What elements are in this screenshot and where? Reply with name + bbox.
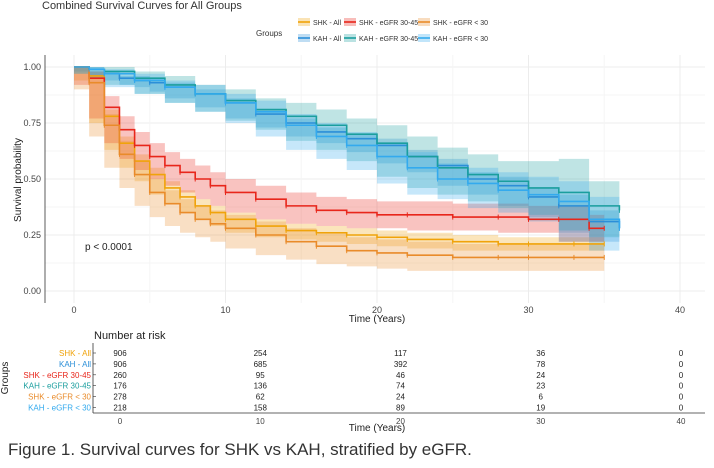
- legend-title: Groups: [256, 29, 282, 38]
- x-axis-label: Time (Years): [349, 314, 406, 325]
- risk-cell: 0: [679, 360, 684, 369]
- risk-cell: 62: [256, 393, 265, 402]
- legend-label: SHK - eGFR < 30: [433, 20, 488, 27]
- legend-item-shk-all: SHK - All: [298, 18, 341, 27]
- ci-band-shk-egfr-30-45: [74, 67, 605, 242]
- ci-band-kah-all: [74, 67, 620, 242]
- y-tick-label: 0.50: [23, 174, 41, 184]
- legend-item-shk-egfr-30: SHK - eGFR < 30: [418, 18, 488, 27]
- risk-x-tick-label: 20: [396, 417, 405, 426]
- legend-label: KAH - eGFR 30-45: [359, 36, 418, 43]
- risk-cell: 6: [539, 393, 544, 402]
- risk-cell: 906: [113, 360, 127, 369]
- p-value-annotation: p < 0.0001: [85, 242, 133, 253]
- legend-item-kah-egfr-30-45: KAH - eGFR 30-45: [344, 34, 418, 43]
- risk-cell: 392: [394, 360, 408, 369]
- risk-table: 0 10 20 30 40 SHK - All 906 254 117 36 0 KAH - All 9…: [23, 343, 705, 426]
- risk-cell: 0: [679, 393, 684, 402]
- figure-caption: Figure 1. Survival curves for SHK vs KAH…: [8, 440, 472, 459]
- legend-label: SHK - eGFR 30-45: [359, 20, 418, 27]
- legend: Groups SHK - All KAH - All SHK - eGFR 30-45…: [256, 18, 488, 43]
- risk-cell: 136: [254, 382, 268, 391]
- risk-cell: 117: [394, 349, 407, 358]
- risk-cell: 218: [113, 404, 127, 413]
- risk-cell: 278: [113, 393, 127, 402]
- legend-label: KAH - All: [313, 36, 341, 43]
- y-tick-label: 0.00: [23, 286, 41, 296]
- risk-cell: 36: [536, 349, 545, 358]
- risk-cell: 95: [256, 371, 265, 380]
- x-tick-label: 40: [675, 305, 685, 315]
- x-tick-label: 0: [71, 305, 76, 315]
- risk-cell: 89: [396, 404, 405, 413]
- risk-cell: 685: [254, 360, 268, 369]
- legend-label: SHK - All: [313, 20, 341, 27]
- risk-table-x-label: Time (Years): [349, 423, 406, 434]
- legend-item-kah-all: KAH - All: [298, 34, 341, 43]
- risk-cell: 19: [536, 404, 545, 413]
- ci-band-shk-all: [74, 67, 605, 251]
- risk-x-tick-label: 40: [677, 417, 686, 426]
- risk-cell: 906: [113, 349, 127, 358]
- risk-row-label-shk-egfr-30: SHK - eGFR < 30: [28, 393, 91, 402]
- risk-cell: 0: [679, 371, 684, 380]
- risk-cell: 0: [679, 404, 684, 413]
- y-tick-label: 1.00: [23, 62, 41, 72]
- risk-row-label-kah-egfr-30-45: KAH - eGFR 30-45: [23, 382, 91, 391]
- y-tick-label: 0.25: [23, 230, 41, 240]
- risk-cell: 158: [254, 404, 268, 413]
- risk-x-tick-label: 30: [536, 417, 545, 426]
- risk-cell: 46: [396, 371, 405, 380]
- risk-cell: 24: [536, 371, 545, 380]
- risk-cell: 0: [679, 382, 684, 391]
- risk-cell: 0: [679, 349, 684, 358]
- risk-table-y-label: Groups: [0, 362, 11, 395]
- risk-cell: 254: [254, 349, 268, 358]
- legend-item-shk-egfr-30-45: SHK - eGFR 30-45: [344, 18, 418, 27]
- ci-band-kah-egfr-30: [74, 67, 620, 251]
- risk-x-tick-label: 0: [118, 417, 123, 426]
- y-axis-label: Survival probability: [13, 138, 24, 222]
- plot-area: 0.00 0.25 0.50 0.75 1.00 0 10 20 30 40: [23, 55, 705, 315]
- survival-chart: Combined Survival Curves for All Groups …: [0, 0, 705, 434]
- risk-x-tick-label: 10: [256, 417, 265, 426]
- x-tick-label: 10: [220, 305, 230, 315]
- risk-cell: 78: [536, 360, 545, 369]
- risk-row-label-shk-all: SHK - All: [59, 349, 91, 358]
- risk-cell: 260: [113, 371, 127, 380]
- x-tick-label: 20: [372, 305, 382, 315]
- chart-title: Combined Survival Curves for All Groups: [42, 0, 242, 12]
- risk-cell: 23: [536, 382, 545, 391]
- legend-label: KAH - eGFR < 30: [433, 36, 488, 43]
- survival-line-shk-all: [74, 66, 605, 245]
- risk-row-label-kah-egfr-30: KAH - eGFR < 30: [28, 404, 91, 413]
- risk-cell: 176: [113, 382, 127, 391]
- risk-cell: 74: [396, 382, 405, 391]
- risk-table-title: Number at risk: [94, 330, 166, 342]
- y-tick-label: 0.75: [23, 118, 41, 128]
- risk-row-label-shk-egfr-30-45: SHK - eGFR 30-45: [23, 371, 91, 380]
- legend-item-kah-egfr-30: KAH - eGFR < 30: [418, 34, 488, 43]
- x-tick-label: 30: [523, 305, 533, 315]
- risk-cell: 24: [396, 393, 405, 402]
- risk-row-label-kah-all: KAH - All: [59, 360, 91, 369]
- ci-band-kah-egfr-30-45: [74, 67, 620, 238]
